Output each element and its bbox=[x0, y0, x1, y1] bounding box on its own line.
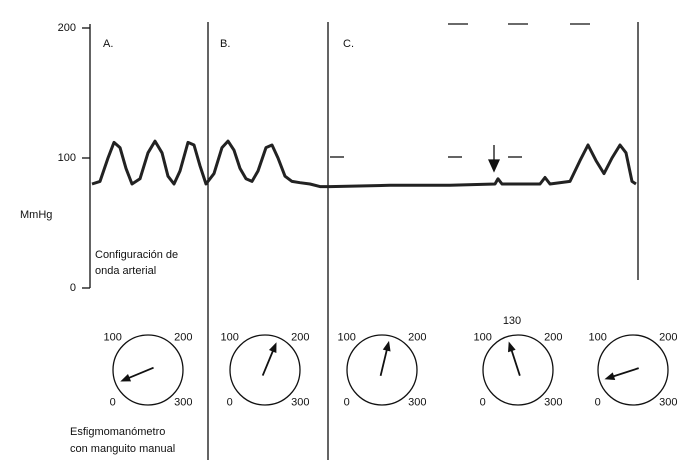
dial-tick-label: 200 bbox=[291, 331, 309, 343]
annotation: Configuración de bbox=[95, 249, 178, 261]
gauge-dial bbox=[482, 334, 554, 406]
gauge-dial bbox=[346, 334, 418, 406]
gauge-needle-head bbox=[382, 340, 391, 352]
dial-tick-label: 0 bbox=[227, 396, 233, 408]
gauge-caption: con manguito manual bbox=[70, 443, 175, 455]
gauge-needle-head bbox=[508, 341, 516, 353]
gauge-caption: Esfigmomanómetro bbox=[70, 426, 165, 438]
y-axis-label: MmHg bbox=[20, 209, 52, 221]
dial-tick-label: 0 bbox=[480, 396, 486, 408]
dial-tick-label: 100 bbox=[473, 331, 491, 343]
dial-tick-label: 200 bbox=[408, 331, 426, 343]
dial-tick-label: 100 bbox=[220, 331, 238, 343]
gauge-needle-head bbox=[120, 373, 132, 382]
event-arrow-head bbox=[487, 159, 501, 173]
dial-tick-label: 100 bbox=[337, 331, 355, 343]
dial-tick-label: 100 bbox=[588, 331, 606, 343]
dial-tick-label: 100 bbox=[103, 331, 121, 343]
dial-tick-label: 0 bbox=[110, 396, 116, 408]
gauge-reading: 130 bbox=[503, 315, 521, 327]
section-label: B. bbox=[220, 38, 230, 50]
section-label: A. bbox=[103, 38, 113, 50]
dividers bbox=[207, 22, 639, 460]
gauge-needle-head bbox=[268, 342, 277, 354]
annotation: onda arterial bbox=[95, 265, 156, 277]
y-tick-label: 0 bbox=[70, 282, 76, 294]
dial-tick-label: 300 bbox=[291, 396, 309, 408]
dial-tick-label: 200 bbox=[544, 331, 562, 343]
gauge-dial bbox=[112, 334, 184, 406]
gauge-dial bbox=[229, 334, 301, 406]
dial-tick-label: 0 bbox=[595, 396, 601, 408]
dial-tick-label: 200 bbox=[659, 331, 677, 343]
dial-tick-label: 200 bbox=[174, 331, 192, 343]
waveform bbox=[91, 139, 637, 189]
dial-tick-label: 300 bbox=[174, 396, 192, 408]
y-tick-label: 200 bbox=[58, 22, 76, 34]
dial-tick-label: 300 bbox=[408, 396, 426, 408]
dial-tick-label: 300 bbox=[659, 396, 677, 408]
gauge-needle-head bbox=[604, 372, 616, 380]
section-label: C. bbox=[343, 38, 354, 50]
dial-tick-label: 300 bbox=[544, 396, 562, 408]
gauge-dial bbox=[597, 334, 669, 406]
y-tick-label: 100 bbox=[58, 152, 76, 164]
dial-tick-label: 0 bbox=[344, 396, 350, 408]
